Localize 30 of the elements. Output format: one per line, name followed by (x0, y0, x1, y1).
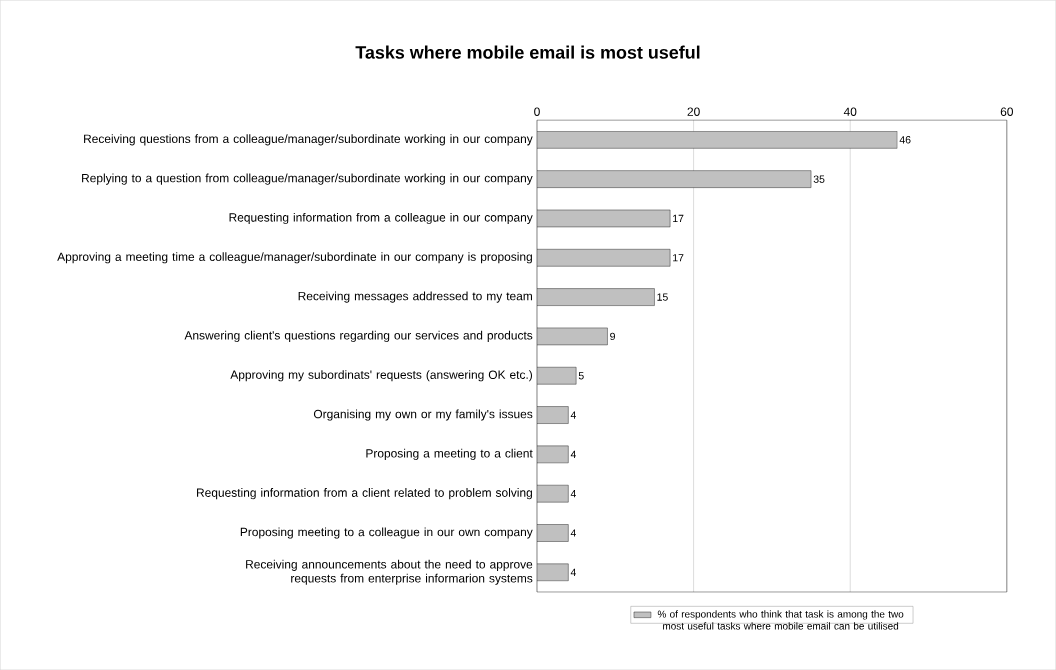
data-label: 4 (570, 450, 577, 458)
chart-title: Tasks where mobile email is most useful (355, 45, 700, 59)
data-label: 46 (899, 136, 911, 144)
data-label: 4 (570, 490, 577, 498)
y-tick-label: Approving my subordinats' requests (answering OK etc.) (230, 370, 533, 382)
x-tick-label: 60 (1000, 107, 1013, 116)
y-tick-label: Receiving questions from a colleague/manager/subordinate working in our company (84, 134, 533, 146)
x-tick-label: 40 (843, 107, 857, 116)
y-tick-label: Answering client's questions regarding our services and products (184, 330, 533, 342)
x-tick-label: 20 (687, 107, 700, 116)
data-label: 9 (610, 332, 615, 341)
x-tick-label: 0 (534, 107, 540, 116)
y-tick-label: Replying to a question from colleague/manager/subordinate working in our company (82, 173, 533, 185)
y-tick-label: Proposing meeting to a colleague in our own company (240, 527, 533, 539)
y-tick-label: Approving a meeting time a colleague/manager/subordinate in our company is proposing (57, 252, 532, 264)
data-label: 4 (570, 529, 577, 537)
legend-label: % of respondents who think that task is among the two most useful tasks where mobile email can be utilised (657, 610, 904, 630)
y-tick-label: Requesting information from a colleague in our company (229, 212, 533, 224)
data-label: 4 (570, 568, 577, 576)
data-label: 15 (657, 293, 668, 301)
data-label: 4 (570, 411, 577, 419)
data-label: 17 (673, 214, 684, 222)
data-label: 5 (578, 372, 584, 380)
data-label: 17 (673, 254, 684, 262)
y-tick-label: Organising my own or my family's issues (313, 409, 533, 421)
y-tick-label: Proposing a meeting to a client (366, 448, 533, 460)
y-tick-label: Receiving messages addressed to my team (298, 291, 532, 303)
y-tick-label: Requesting information from a client related to problem solving (197, 488, 532, 500)
y-tick-label: Receiving announcements about the need to approve requests from enterprise informarion systems (246, 559, 533, 585)
data-label: 35 (813, 175, 825, 183)
